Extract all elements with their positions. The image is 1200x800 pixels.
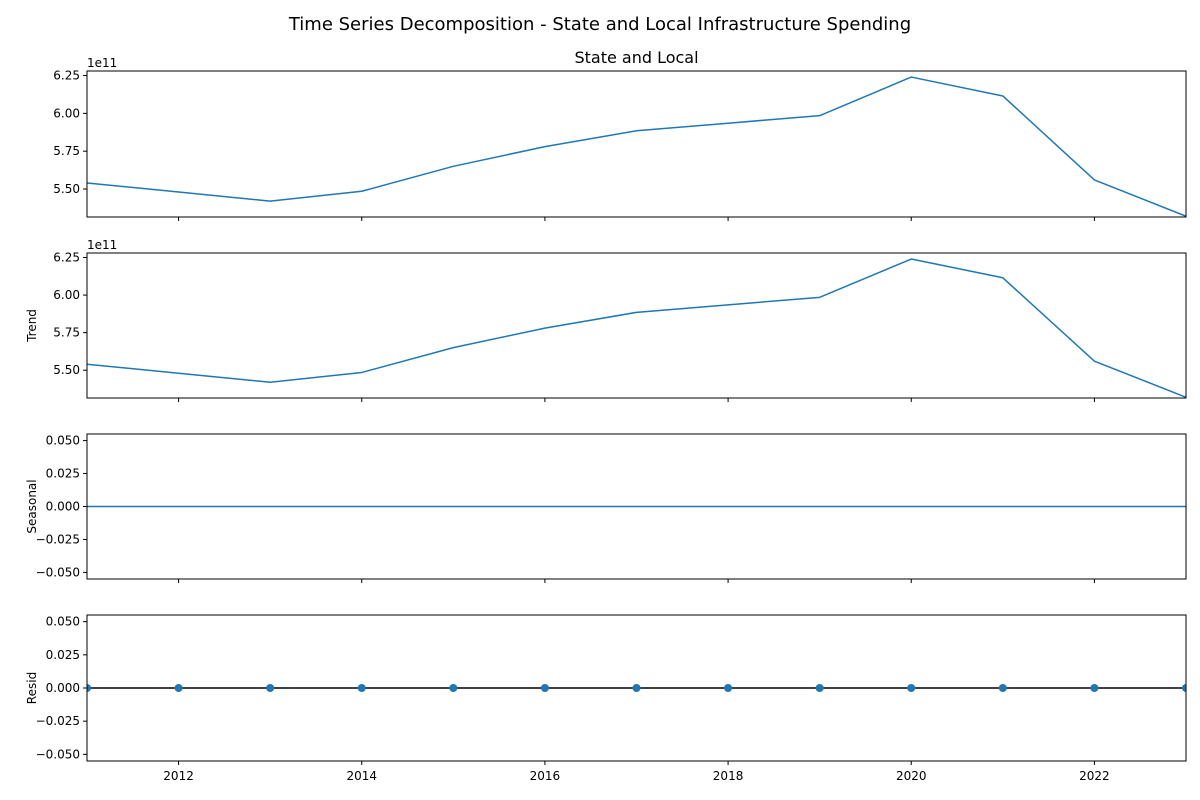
trend-y-tick-label: 5.50	[53, 363, 80, 377]
observed-y-tick-label: 6.25	[53, 69, 80, 83]
resid-y-tick-label: −0.025	[36, 714, 80, 728]
resid-y-axis-label: Resid	[25, 672, 39, 704]
resid-y-tick-label: 0.050	[46, 615, 80, 629]
resid-x-tick-label: 2012	[163, 769, 194, 783]
resid-x-tick-label: 2016	[530, 769, 561, 783]
trend-axes-frame	[86, 252, 1187, 399]
observed-series-line	[87, 76, 1186, 217]
resid-point	[1182, 684, 1186, 692]
trend-offset-label: 1e11	[87, 238, 117, 252]
observed-plot-area	[87, 76, 1186, 217]
observed-panel-title: State and Local	[574, 48, 698, 67]
observed-y-tick-label: 6.00	[53, 106, 80, 120]
resid-point	[174, 684, 183, 692]
observed-panel: 5.50 5.75 6.00 6.25 State and Local 1e11	[53, 48, 1187, 221]
figure-title: Time Series Decomposition - State and Lo…	[288, 14, 911, 35]
resid-plot-area	[87, 684, 1186, 692]
resid-point	[815, 684, 824, 692]
resid-x-tick-label: 2020	[896, 769, 927, 783]
resid-panel: −0.050 −0.025 0.000 0.025 0.050 2012 2014 2016 2…	[25, 614, 1187, 783]
resid-point	[724, 684, 733, 692]
resid-y-tick-label: 0.000	[46, 681, 80, 695]
resid-x-tick-label: 2022	[1079, 769, 1110, 783]
observed-y-tick-label: 5.50	[53, 182, 80, 196]
resid-point	[449, 684, 458, 692]
seasonal-y-axis-label: Seasonal	[25, 479, 39, 533]
trend-series-line	[87, 258, 1186, 398]
resid-point	[907, 684, 916, 692]
trend-y-tick-label: 5.75	[53, 326, 80, 340]
trend-y-tick-label: 6.25	[53, 251, 80, 265]
seasonal-y-tick-label: −0.050	[36, 565, 80, 579]
seasonal-panel: −0.050 −0.025 0.000 0.025 0.050 Seasonal	[25, 433, 1187, 583]
resid-point	[540, 684, 549, 692]
trend-y-tick-label: 6.00	[53, 288, 80, 302]
resid-y-tick-label: 0.025	[46, 648, 80, 662]
seasonal-y-tick-label: 0.025	[46, 467, 80, 481]
resid-point	[357, 684, 366, 692]
seasonal-y-tick-label: 0.050	[46, 434, 80, 448]
observed-axes-frame	[86, 70, 1187, 218]
observed-offset-label: 1e11	[87, 56, 117, 70]
trend-panel: 5.50 5.75 6.00 6.25 1e11 Trend	[25, 238, 1187, 402]
resid-x-tick-label: 2018	[713, 769, 744, 783]
resid-x-tick-label: 2014	[346, 769, 377, 783]
resid-y-tick-label: −0.050	[36, 747, 80, 761]
resid-point	[632, 684, 641, 692]
seasonal-y-tick-label: −0.025	[36, 532, 80, 546]
seasonal-y-tick-label: 0.000	[46, 500, 80, 514]
resid-point	[87, 684, 91, 692]
resid-point	[998, 684, 1007, 692]
resid-point	[266, 684, 275, 692]
observed-y-tick-label: 5.75	[53, 144, 80, 158]
trend-y-axis-label: Trend	[25, 309, 39, 343]
resid-point	[1090, 684, 1099, 692]
trend-plot-area	[87, 258, 1186, 398]
